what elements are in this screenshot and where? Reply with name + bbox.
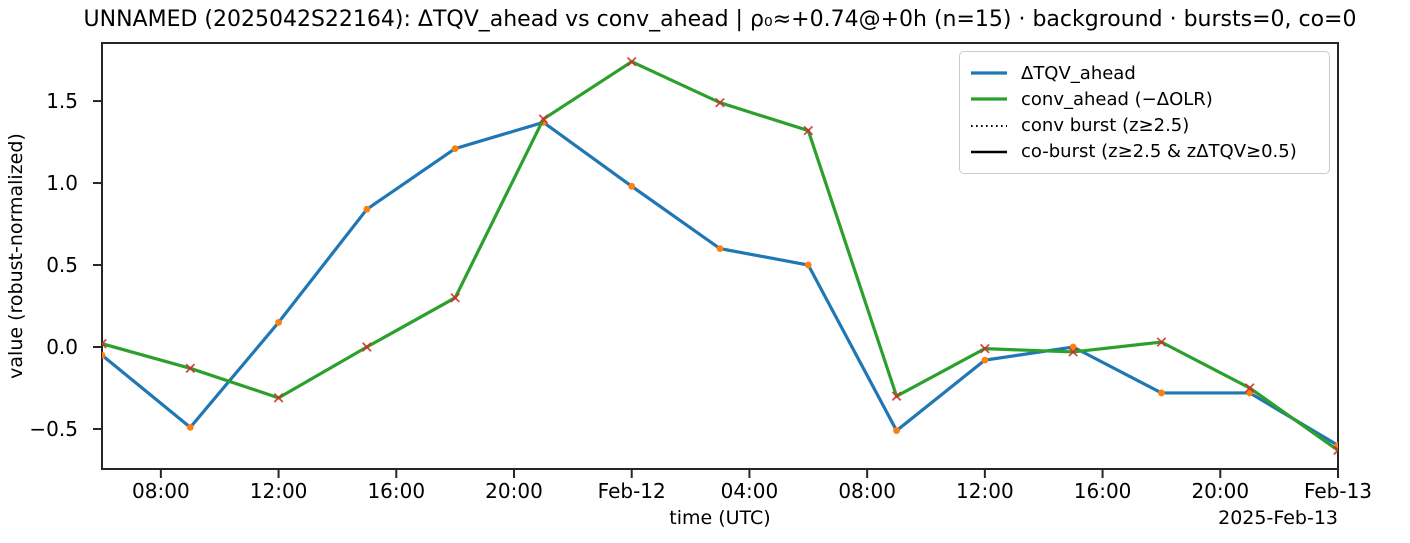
legend-item-0: ΔTQV_ahead xyxy=(970,60,1319,86)
data-point-x-marker xyxy=(980,343,990,354)
data-point-x-marker xyxy=(450,292,460,303)
y-tick-label: −0.5 xyxy=(29,417,78,441)
legend-item-2: conv burst (z≥2.5) xyxy=(970,113,1319,139)
x-tick-label: 20:00 xyxy=(485,479,543,503)
data-point-marker xyxy=(451,145,459,152)
data-point-marker xyxy=(981,356,989,364)
data-point-marker xyxy=(363,205,371,213)
data-point-marker xyxy=(1158,389,1165,397)
legend-label: ΔTQV_ahead xyxy=(1021,62,1136,84)
series-group xyxy=(102,56,1338,456)
data-point-x-marker xyxy=(715,97,725,108)
x-tick-label: Feb-12 xyxy=(598,479,666,503)
legend-line-sample-icon xyxy=(971,71,1007,75)
data-point-marker xyxy=(804,261,812,269)
data-point-x-marker xyxy=(1068,347,1078,357)
data-point-marker xyxy=(275,319,282,326)
legend-item-3: co-burst (z≥2.5 & zΔTQV≥0.5) xyxy=(970,139,1319,165)
data-point-marker xyxy=(102,351,106,359)
data-point-x-marker xyxy=(1244,383,1255,393)
data-point-marker xyxy=(716,245,724,253)
data-point-marker xyxy=(1069,343,1077,351)
data-point-x-marker xyxy=(102,338,107,349)
legend-line-sample-icon xyxy=(971,124,1007,127)
data-point-marker xyxy=(628,182,636,190)
data-point-x-marker xyxy=(803,125,814,136)
chart-title: UNNAMED (2025042S22164): ΔTQV_ahead vs c… xyxy=(83,7,1357,32)
x-axis-offset-text: 2025-Feb-13 xyxy=(1218,507,1338,529)
data-point-x-marker xyxy=(185,363,196,374)
x-tick-label: 08:00 xyxy=(132,479,190,503)
data-point-marker xyxy=(186,423,194,431)
y-tick-label: 1.0 xyxy=(46,171,78,195)
legend-label: conv_ahead (−ΔOLR) xyxy=(1021,88,1213,110)
legend-item-1: conv_ahead (−ΔOLR) xyxy=(970,86,1319,112)
data-point-marker xyxy=(893,427,900,435)
data-point-x-marker xyxy=(626,56,637,67)
series-markers-1 xyxy=(102,56,1338,456)
data-point-x-marker xyxy=(362,342,372,352)
x-tick-label: 08:00 xyxy=(838,479,896,503)
legend: ΔTQV_ahead conv_ahead (−ΔOLR) conv burst (… xyxy=(959,51,1330,174)
data-point-x-marker xyxy=(273,392,284,403)
legend-line-sample-icon xyxy=(971,97,1007,101)
x-tick-label: 16:00 xyxy=(367,479,425,503)
y-tick-label: 0.5 xyxy=(46,253,78,277)
x-tick-label: Feb-13 xyxy=(1304,479,1372,503)
x-tick-label: 12:00 xyxy=(250,479,308,503)
x-tick-label: 04:00 xyxy=(721,479,779,503)
data-point-x-marker xyxy=(1333,445,1338,456)
data-point-x-marker xyxy=(891,391,902,402)
data-point-x-marker xyxy=(538,114,549,124)
x-tick-label: 12:00 xyxy=(956,479,1014,503)
x-tick-label: 20:00 xyxy=(1191,479,1249,503)
data-point-x-marker xyxy=(1156,337,1167,347)
x-axis-label: time (UTC) xyxy=(669,507,770,529)
y-tick-label: 1.5 xyxy=(46,89,78,113)
y-tick-label: 0.0 xyxy=(46,335,78,359)
axes-spines xyxy=(101,42,1339,470)
legend-label: conv burst (z≥2.5) xyxy=(1021,115,1190,137)
y-axis-label: value (robust-normalized) xyxy=(5,133,27,379)
x-tick-label: 16:00 xyxy=(1074,479,1132,503)
legend-label: co-burst (z≥2.5 & zΔTQV≥0.5) xyxy=(1021,141,1297,163)
legend-line-sample-icon xyxy=(971,150,1007,154)
data-point-marker xyxy=(1246,389,1254,397)
